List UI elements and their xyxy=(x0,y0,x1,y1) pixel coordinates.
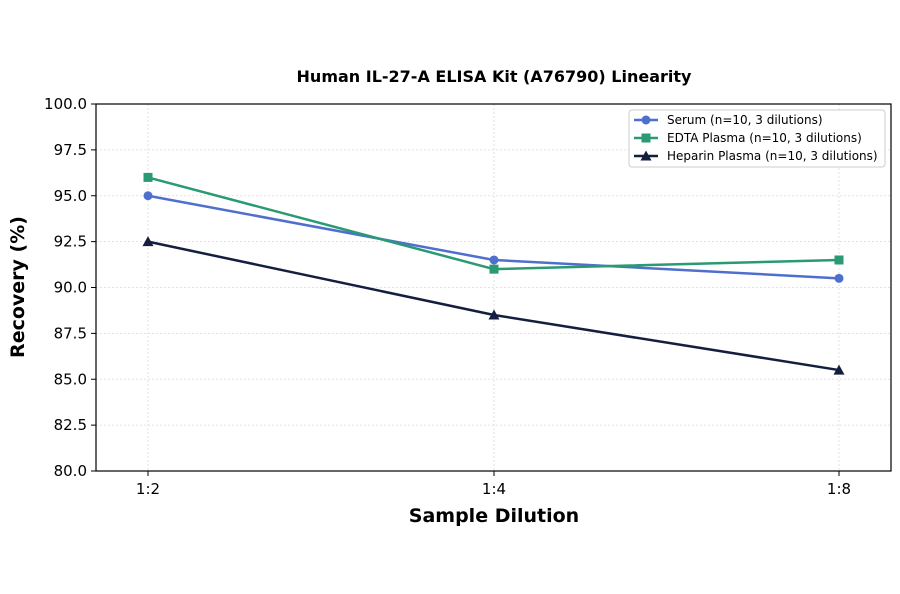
legend-marker xyxy=(641,115,651,125)
legend: Serum (n=10, 3 dilutions) EDTA Plasma (n=… xyxy=(628,109,886,168)
y-tick-label: 90.0 xyxy=(54,279,87,297)
data-point xyxy=(143,172,153,182)
x-axis: 1:2 1:4 1:8 xyxy=(136,471,851,498)
legend-box xyxy=(628,109,886,168)
y-axis-label: Recovery (%) xyxy=(7,216,29,358)
x-tick-label: 1:8 xyxy=(827,480,851,498)
series-1 xyxy=(143,172,844,274)
legend-label: Heparin Plasma (n=10, 3 dilutions) xyxy=(667,149,878,163)
x-tick-label: 1:4 xyxy=(482,480,506,498)
data-point xyxy=(489,255,499,265)
series-layer xyxy=(142,172,845,375)
x-axis-label: Sample Dilution xyxy=(409,505,579,527)
legend-marker xyxy=(640,150,652,161)
series-line xyxy=(147,176,840,271)
y-tick-label: 85.0 xyxy=(54,370,87,388)
legend-label: Serum (n=10, 3 dilutions) xyxy=(667,113,823,127)
data-point xyxy=(143,191,153,201)
series-2 xyxy=(142,236,845,375)
chart-title: Human IL-27-A ELISA Kit (A76790) Lineari… xyxy=(297,67,693,86)
data-point xyxy=(833,364,845,375)
x-tick-label: 1:2 xyxy=(136,480,160,498)
y-tick-label: 100.0 xyxy=(44,95,87,113)
data-point xyxy=(488,309,500,320)
y-axis: 80.0 82.5 85.0 87.5 90.0 92.5 95.0 97.5 100.0 xyxy=(44,95,96,480)
y-tick-label: 92.5 xyxy=(54,233,87,251)
series-0 xyxy=(143,191,844,283)
legend-item: Serum (n=10, 3 dilutions) xyxy=(634,113,823,127)
data-point xyxy=(489,264,499,274)
legend-item: Heparin Plasma (n=10, 3 dilutions) xyxy=(634,149,878,163)
legend-marker xyxy=(641,133,651,143)
data-point xyxy=(834,273,844,283)
legend-label: EDTA Plasma (n=10, 3 dilutions) xyxy=(667,131,862,145)
legend-item: EDTA Plasma (n=10, 3 dilutions) xyxy=(634,131,862,145)
y-tick-label: 87.5 xyxy=(54,324,87,342)
y-tick-label: 80.0 xyxy=(54,462,87,480)
y-tick-label: 97.5 xyxy=(54,141,87,159)
y-tick-label: 82.5 xyxy=(54,416,87,434)
data-point xyxy=(142,236,154,247)
y-tick-label: 95.0 xyxy=(54,187,87,205)
data-point xyxy=(834,255,844,265)
